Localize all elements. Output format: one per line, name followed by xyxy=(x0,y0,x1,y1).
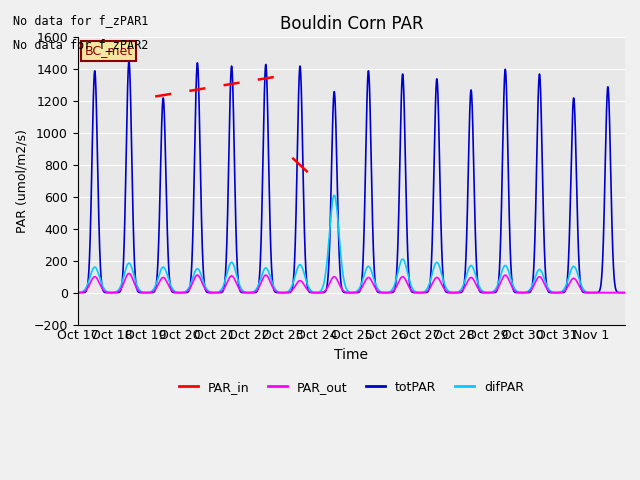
Legend: PAR_in, PAR_out, totPAR, difPAR: PAR_in, PAR_out, totPAR, difPAR xyxy=(174,376,529,399)
X-axis label: Time: Time xyxy=(334,348,369,362)
Text: BC_met: BC_met xyxy=(84,44,132,57)
Y-axis label: PAR (umol/m2/s): PAR (umol/m2/s) xyxy=(15,129,28,233)
Title: Bouldin Corn PAR: Bouldin Corn PAR xyxy=(280,15,423,33)
Text: No data for f_zPAR2: No data for f_zPAR2 xyxy=(13,38,148,51)
Text: No data for f_zPAR1: No data for f_zPAR1 xyxy=(13,14,148,27)
